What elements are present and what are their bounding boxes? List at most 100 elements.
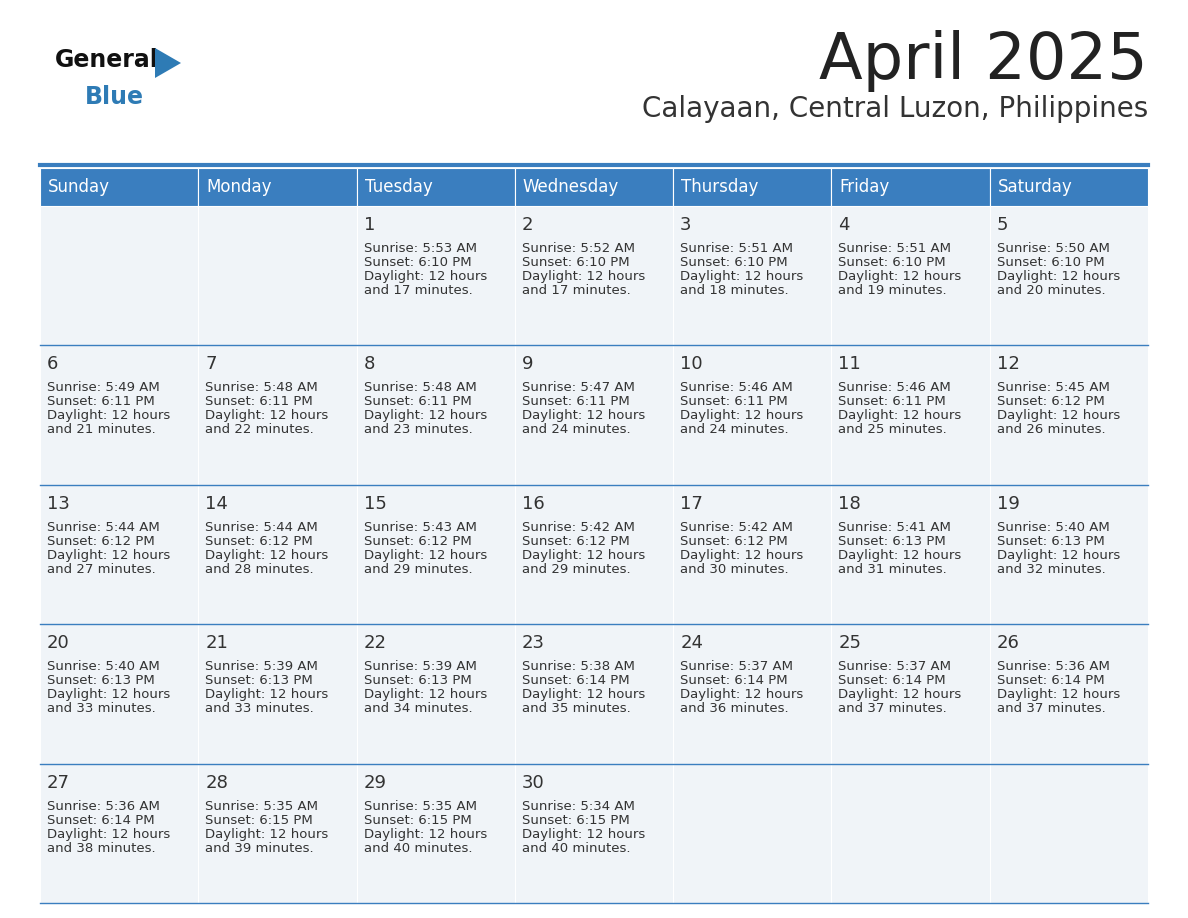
Text: and 24 minutes.: and 24 minutes. [522, 423, 631, 436]
Text: Sunrise: 5:39 AM: Sunrise: 5:39 AM [364, 660, 476, 673]
Bar [514, 485, 674, 624]
Text: 11: 11 [839, 355, 861, 374]
Text: Sunrise: 5:51 AM: Sunrise: 5:51 AM [839, 242, 952, 255]
Bar [832, 345, 990, 485]
Text: Sunrise: 5:46 AM: Sunrise: 5:46 AM [839, 381, 952, 395]
Text: Sunset: 6:10 PM: Sunset: 6:10 PM [681, 256, 788, 269]
Text: 26: 26 [997, 634, 1019, 652]
Bar [990, 168, 1148, 206]
Text: Sunset: 6:12 PM: Sunset: 6:12 PM [48, 535, 154, 548]
Text: Sunrise: 5:49 AM: Sunrise: 5:49 AM [48, 381, 159, 395]
Text: Daylight: 12 hours: Daylight: 12 hours [997, 409, 1120, 422]
Text: 1: 1 [364, 216, 375, 234]
Text: Daylight: 12 hours: Daylight: 12 hours [997, 549, 1120, 562]
Bar [198, 624, 356, 764]
Bar [198, 485, 356, 624]
Text: and 35 minutes.: and 35 minutes. [522, 702, 631, 715]
Text: Sunset: 6:11 PM: Sunset: 6:11 PM [839, 396, 946, 409]
Text: Sunrise: 5:51 AM: Sunrise: 5:51 AM [681, 242, 794, 255]
Text: April 2025: April 2025 [820, 30, 1148, 92]
Text: and 23 minutes.: and 23 minutes. [364, 423, 473, 436]
Text: Sunrise: 5:44 AM: Sunrise: 5:44 AM [206, 521, 318, 533]
Text: 2: 2 [522, 216, 533, 234]
Text: 18: 18 [839, 495, 861, 513]
Bar [674, 206, 832, 345]
Text: Sunset: 6:12 PM: Sunset: 6:12 PM [206, 535, 312, 548]
Text: 23: 23 [522, 634, 545, 652]
Text: Daylight: 12 hours: Daylight: 12 hours [206, 688, 329, 701]
Bar [198, 168, 356, 206]
Text: Daylight: 12 hours: Daylight: 12 hours [48, 688, 170, 701]
Bar [674, 485, 832, 624]
Text: 20: 20 [48, 634, 70, 652]
Text: Sunset: 6:15 PM: Sunset: 6:15 PM [206, 813, 312, 826]
Text: 8: 8 [364, 355, 375, 374]
Text: Sunset: 6:12 PM: Sunset: 6:12 PM [522, 535, 630, 548]
Text: 10: 10 [681, 355, 703, 374]
Text: 15: 15 [364, 495, 386, 513]
Text: Thursday: Thursday [681, 178, 758, 196]
Text: and 33 minutes.: and 33 minutes. [206, 702, 314, 715]
Text: Sunset: 6:14 PM: Sunset: 6:14 PM [48, 813, 154, 826]
Bar [514, 764, 674, 903]
Text: and 31 minutes.: and 31 minutes. [839, 563, 947, 576]
Bar [514, 168, 674, 206]
Bar [514, 206, 674, 345]
Text: 14: 14 [206, 495, 228, 513]
Text: Daylight: 12 hours: Daylight: 12 hours [48, 828, 170, 841]
Text: Sunset: 6:11 PM: Sunset: 6:11 PM [364, 396, 472, 409]
Text: Sunrise: 5:42 AM: Sunrise: 5:42 AM [522, 521, 634, 533]
Bar [356, 624, 514, 764]
Text: Sunset: 6:12 PM: Sunset: 6:12 PM [997, 396, 1105, 409]
Text: Sunset: 6:13 PM: Sunset: 6:13 PM [997, 535, 1105, 548]
Polygon shape [154, 48, 181, 78]
Text: Friday: Friday [840, 178, 890, 196]
Text: Daylight: 12 hours: Daylight: 12 hours [997, 270, 1120, 283]
Text: Sunrise: 5:36 AM: Sunrise: 5:36 AM [997, 660, 1110, 673]
Text: Daylight: 12 hours: Daylight: 12 hours [839, 409, 961, 422]
Bar [674, 764, 832, 903]
Text: Sunrise: 5:34 AM: Sunrise: 5:34 AM [522, 800, 634, 812]
Text: 19: 19 [997, 495, 1019, 513]
Text: Sunrise: 5:45 AM: Sunrise: 5:45 AM [997, 381, 1110, 395]
Text: Daylight: 12 hours: Daylight: 12 hours [681, 549, 803, 562]
Text: Daylight: 12 hours: Daylight: 12 hours [681, 688, 803, 701]
Text: Sunrise: 5:48 AM: Sunrise: 5:48 AM [206, 381, 318, 395]
Text: and 33 minutes.: and 33 minutes. [48, 702, 156, 715]
Text: and 25 minutes.: and 25 minutes. [839, 423, 947, 436]
Text: and 22 minutes.: and 22 minutes. [206, 423, 314, 436]
Text: and 36 minutes.: and 36 minutes. [681, 702, 789, 715]
Bar [356, 168, 514, 206]
Text: Sunrise: 5:36 AM: Sunrise: 5:36 AM [48, 800, 160, 812]
Text: and 34 minutes.: and 34 minutes. [364, 702, 472, 715]
Text: Sunset: 6:15 PM: Sunset: 6:15 PM [364, 813, 472, 826]
Text: 3: 3 [681, 216, 691, 234]
Text: 25: 25 [839, 634, 861, 652]
Text: and 24 minutes.: and 24 minutes. [681, 423, 789, 436]
Text: Sunset: 6:11 PM: Sunset: 6:11 PM [681, 396, 788, 409]
Bar [832, 206, 990, 345]
Text: and 17 minutes.: and 17 minutes. [364, 284, 473, 297]
Text: Sunrise: 5:40 AM: Sunrise: 5:40 AM [48, 660, 159, 673]
Text: and 29 minutes.: and 29 minutes. [364, 563, 472, 576]
Text: Sunset: 6:10 PM: Sunset: 6:10 PM [839, 256, 946, 269]
Text: Sunrise: 5:53 AM: Sunrise: 5:53 AM [364, 242, 476, 255]
Text: 22: 22 [364, 634, 386, 652]
Text: Sunset: 6:11 PM: Sunset: 6:11 PM [48, 396, 154, 409]
Text: and 32 minutes.: and 32 minutes. [997, 563, 1106, 576]
Text: Daylight: 12 hours: Daylight: 12 hours [839, 270, 961, 283]
Text: Daylight: 12 hours: Daylight: 12 hours [839, 549, 961, 562]
Text: Daylight: 12 hours: Daylight: 12 hours [681, 409, 803, 422]
Bar [356, 345, 514, 485]
Text: Sunset: 6:13 PM: Sunset: 6:13 PM [364, 674, 472, 688]
Text: Saturday: Saturday [998, 178, 1073, 196]
Text: Daylight: 12 hours: Daylight: 12 hours [364, 409, 487, 422]
Text: and 37 minutes.: and 37 minutes. [997, 702, 1106, 715]
Text: Daylight: 12 hours: Daylight: 12 hours [206, 409, 329, 422]
Bar [832, 485, 990, 624]
Text: and 26 minutes.: and 26 minutes. [997, 423, 1105, 436]
Text: Daylight: 12 hours: Daylight: 12 hours [522, 549, 645, 562]
Text: 12: 12 [997, 355, 1019, 374]
Text: Sunrise: 5:50 AM: Sunrise: 5:50 AM [997, 242, 1110, 255]
Text: Sunrise: 5:38 AM: Sunrise: 5:38 AM [522, 660, 634, 673]
